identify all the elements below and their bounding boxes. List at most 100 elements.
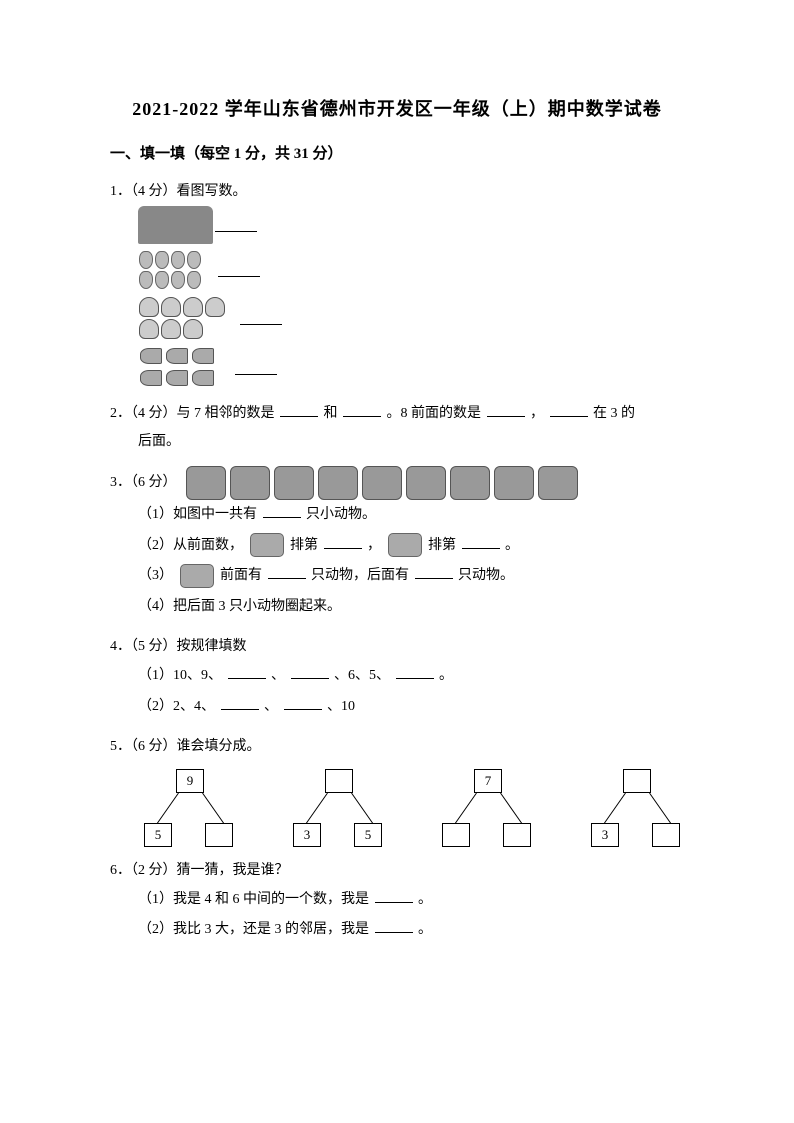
question-3: 3．（6 分） （1）如图中一共有 只小动物。 （2）从前面数， 排第 ， 排第… [110, 466, 684, 623]
q3-s2e: 。 [505, 538, 519, 553]
q1-blank-2[interactable] [218, 263, 260, 277]
q4-blank-4[interactable] [221, 696, 259, 710]
q3-blank-2[interactable] [324, 535, 362, 549]
q2-blank-4[interactable] [550, 403, 588, 417]
q4-s2c: 、10 [327, 699, 355, 714]
decomp-box-top: 9 [176, 769, 204, 793]
q3-blank-5[interactable] [415, 565, 453, 579]
squirrel-icon [180, 564, 214, 588]
decomp-box-top: 7 [474, 769, 502, 793]
decomp-box-br[interactable] [652, 823, 680, 847]
question-6: 6．（2 分）猜一猜，我是谁？ （1）我是 4 和 6 中间的一个数，我是 。 … [110, 857, 684, 947]
pears-icon [138, 250, 216, 290]
q6-s2b: 。 [418, 922, 432, 937]
decomp-box-br: 5 [354, 823, 382, 847]
decomp-box-br[interactable] [205, 823, 233, 847]
rabbit-icon [388, 533, 422, 557]
apples-icon [138, 206, 213, 244]
q3-sub1: （1）如图中一共有 只小动物。 [138, 500, 684, 531]
decomp-box-top[interactable] [623, 769, 651, 793]
q3-s2d: 排第 [428, 538, 456, 553]
q6-s1a: （1）我是 4 和 6 中间的一个数，我是 [138, 892, 369, 907]
q4-label: 4．（5 分）按规律填数 [110, 633, 684, 661]
animal-icon [538, 466, 578, 500]
q3-s3a: （3） [138, 568, 173, 583]
q4-sub2: （2）2、4、 、 、10 [138, 692, 684, 723]
decomp-3: 7 [438, 769, 535, 847]
q4-s1a: （1）10、9、 [138, 668, 222, 683]
decomp-box-top[interactable] [325, 769, 353, 793]
q1-row-pears [138, 250, 684, 290]
q4-blank-3[interactable] [396, 665, 434, 679]
question-2: 2．（4 分）与 7 相邻的数是 和 。8 前面的数是 ， 在 3 的 后面。 [110, 400, 684, 456]
q6-blank-2[interactable] [375, 919, 413, 933]
q3-s1a: （1）如图中一共有 [138, 507, 257, 522]
q2-blank-3[interactable] [487, 403, 525, 417]
carrots-icon [138, 346, 233, 390]
q1-label: 1．（4 分）看图写数。 [110, 178, 684, 206]
q4-s1d: 。 [439, 668, 453, 683]
q2-blank-2[interactable] [343, 403, 381, 417]
q6-s1b: 。 [418, 892, 432, 907]
q1-blank-4[interactable] [235, 361, 277, 375]
q1-blank-3[interactable] [240, 311, 282, 325]
q6-blank-1[interactable] [375, 889, 413, 903]
q6-sub2: （2）我比 3 大，还是 3 的邻居，我是 。 [138, 915, 684, 946]
q3-blank-3[interactable] [462, 535, 500, 549]
q2-blank-1[interactable] [280, 403, 318, 417]
question-5: 5．（6 分）谁会填分成。 9 5 3 5 7 3 [110, 733, 684, 847]
q3-s3b: 前面有 [220, 568, 262, 583]
q4-s1c: 、6、5、 [334, 668, 390, 683]
animal-icon [186, 466, 226, 500]
animal-icon [230, 466, 270, 500]
q3-label: 3．（6 分） [110, 475, 177, 490]
decomp-box-bl[interactable] [442, 823, 470, 847]
section-header: 一、填一填（每空 1 分，共 31 分） [110, 142, 684, 166]
q2-text-3: 。8 前面的数是 [387, 406, 482, 421]
decomp-box-br[interactable] [503, 823, 531, 847]
animal-icon [362, 466, 402, 500]
horse-icon [250, 533, 284, 557]
q4-sub1: （1）10、9、 、 、6、5、 。 [138, 661, 684, 692]
animals-row-icon [186, 466, 578, 500]
garlic-icon [138, 296, 238, 340]
decomp-box-bl: 5 [144, 823, 172, 847]
decomposition-row: 9 5 3 5 7 3 [140, 769, 684, 847]
q4-s2a: （2）2、4、 [138, 699, 215, 714]
q6-s2a: （2）我比 3 大，还是 3 的邻居，我是 [138, 922, 369, 937]
q6-sub1: （1）我是 4 和 6 中间的一个数，我是 。 [138, 885, 684, 916]
q3-blank-1[interactable] [263, 504, 301, 518]
q2-text-6: 后面。 [138, 434, 180, 449]
decomp-box-bl: 3 [293, 823, 321, 847]
q6-label: 6．（2 分）猜一猜，我是谁？ [110, 857, 684, 885]
animal-icon [494, 466, 534, 500]
q1-row-garlic [138, 296, 684, 340]
animal-icon [318, 466, 358, 500]
q3-sub3: （3） 前面有 只动物，后面有 只动物。 [138, 561, 684, 592]
q2-text-4: ， [530, 406, 544, 421]
q3-sub2: （2）从前面数， 排第 ， 排第 。 [138, 531, 684, 562]
q3-s3d: 只动物。 [458, 568, 514, 583]
decomp-4: 3 [587, 769, 684, 847]
q2-text-1: 2．（4 分）与 7 相邻的数是 [110, 406, 275, 421]
decomp-box-bl: 3 [591, 823, 619, 847]
decomp-1: 9 5 [140, 769, 237, 847]
question-1: 1．（4 分）看图写数。 [110, 178, 684, 390]
animal-icon [450, 466, 490, 500]
q3-s1b: 只小动物。 [306, 507, 376, 522]
q1-row-carrots [138, 346, 684, 390]
q3-blank-4[interactable] [268, 565, 306, 579]
q1-blank-1[interactable] [215, 218, 257, 232]
q3-s2b: 排第 [290, 538, 318, 553]
q3-s2c: ， [367, 538, 381, 553]
q4-blank-5[interactable] [284, 696, 322, 710]
q4-blank-2[interactable] [291, 665, 329, 679]
decomp-2: 3 5 [289, 769, 386, 847]
q3-s2a: （2）从前面数， [138, 538, 243, 553]
q4-blank-1[interactable] [228, 665, 266, 679]
animal-icon [406, 466, 446, 500]
question-4: 4．（5 分）按规律填数 （1）10、9、 、 、6、5、 。 （2）2、4、 … [110, 633, 684, 723]
q5-label: 5．（6 分）谁会填分成。 [110, 733, 684, 761]
exam-title: 2021-2022 学年山东省德州市开发区一年级（上）期中数学试卷 [110, 95, 684, 124]
q1-row-apples [138, 206, 684, 244]
